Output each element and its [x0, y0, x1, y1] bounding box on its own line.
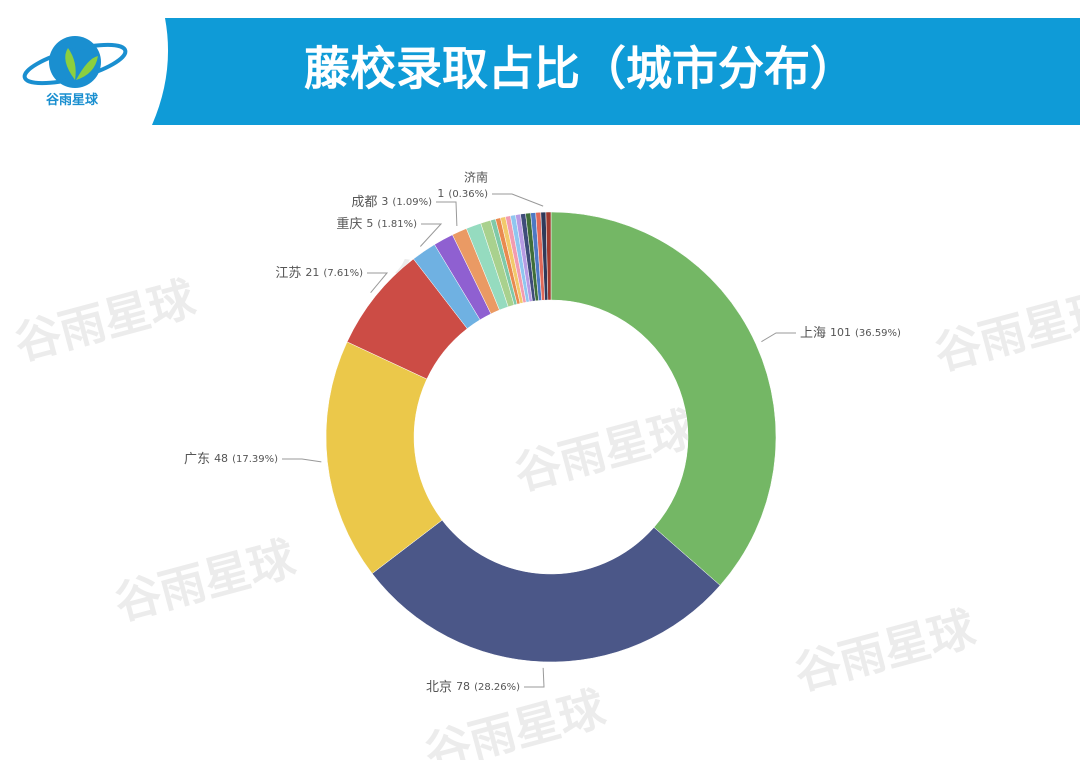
label-name: 北京	[426, 680, 452, 695]
leader-line	[367, 272, 389, 294]
label-name: 广东	[184, 452, 210, 467]
header-band	[152, 18, 1080, 125]
donut-slice	[371, 519, 721, 663]
donut-slice	[550, 211, 777, 586]
label-name: 上海	[800, 326, 826, 341]
label-percent: (36.59%)	[855, 328, 901, 339]
logo-text: 谷雨星球	[46, 92, 99, 108]
label-percent: (28.26%)	[474, 682, 520, 693]
label-name: 江苏	[275, 265, 301, 281]
data-label: 广东 48 (17.39%)	[184, 452, 278, 467]
watermark: 谷雨星球	[509, 401, 702, 501]
label-percent: (17.39%)	[232, 454, 278, 465]
label-percent: (7.61%)	[323, 268, 363, 279]
data-label: 上海 101 (36.59%)	[800, 326, 901, 341]
leader-line	[419, 223, 443, 247]
data-label: 1 (0.36%)	[437, 187, 488, 200]
label-percent: (0.36%)	[448, 189, 488, 200]
label-name: 重庆	[336, 216, 362, 232]
data-label: 重庆 5 (1.81%)	[336, 216, 417, 232]
leader-line	[282, 458, 322, 463]
leader-line	[436, 201, 458, 227]
label-value: 48	[214, 452, 228, 465]
label-percent: (1.09%)	[392, 197, 432, 208]
watermark: 谷雨星球	[9, 271, 202, 371]
leader-line	[761, 332, 796, 343]
label-value: 5	[366, 217, 373, 230]
watermark: 谷雨星球	[109, 531, 302, 631]
watermark: 谷雨星球	[929, 281, 1080, 381]
label-value: 101	[830, 326, 851, 339]
label-value: 1	[437, 187, 444, 200]
label-name: 成都	[351, 195, 377, 210]
logo: 谷雨星球	[22, 36, 128, 108]
label-percent: (1.81%)	[377, 219, 417, 230]
leader-line	[492, 193, 544, 207]
label-value: 21	[305, 266, 319, 279]
chart-title: 藤校录取占比（城市分布）	[304, 42, 856, 96]
label-value: 78	[456, 680, 470, 693]
leader-line	[524, 667, 545, 688]
label-value: 3	[381, 195, 388, 208]
donut-slice	[545, 211, 552, 301]
data-label: 江苏 21 (7.61%)	[275, 265, 363, 281]
data-label-name: 济南	[464, 170, 488, 185]
data-label: 北京 78 (28.26%)	[426, 680, 520, 695]
watermark: 谷雨星球	[789, 601, 982, 701]
data-label: 成都 3 (1.09%)	[351, 195, 432, 210]
